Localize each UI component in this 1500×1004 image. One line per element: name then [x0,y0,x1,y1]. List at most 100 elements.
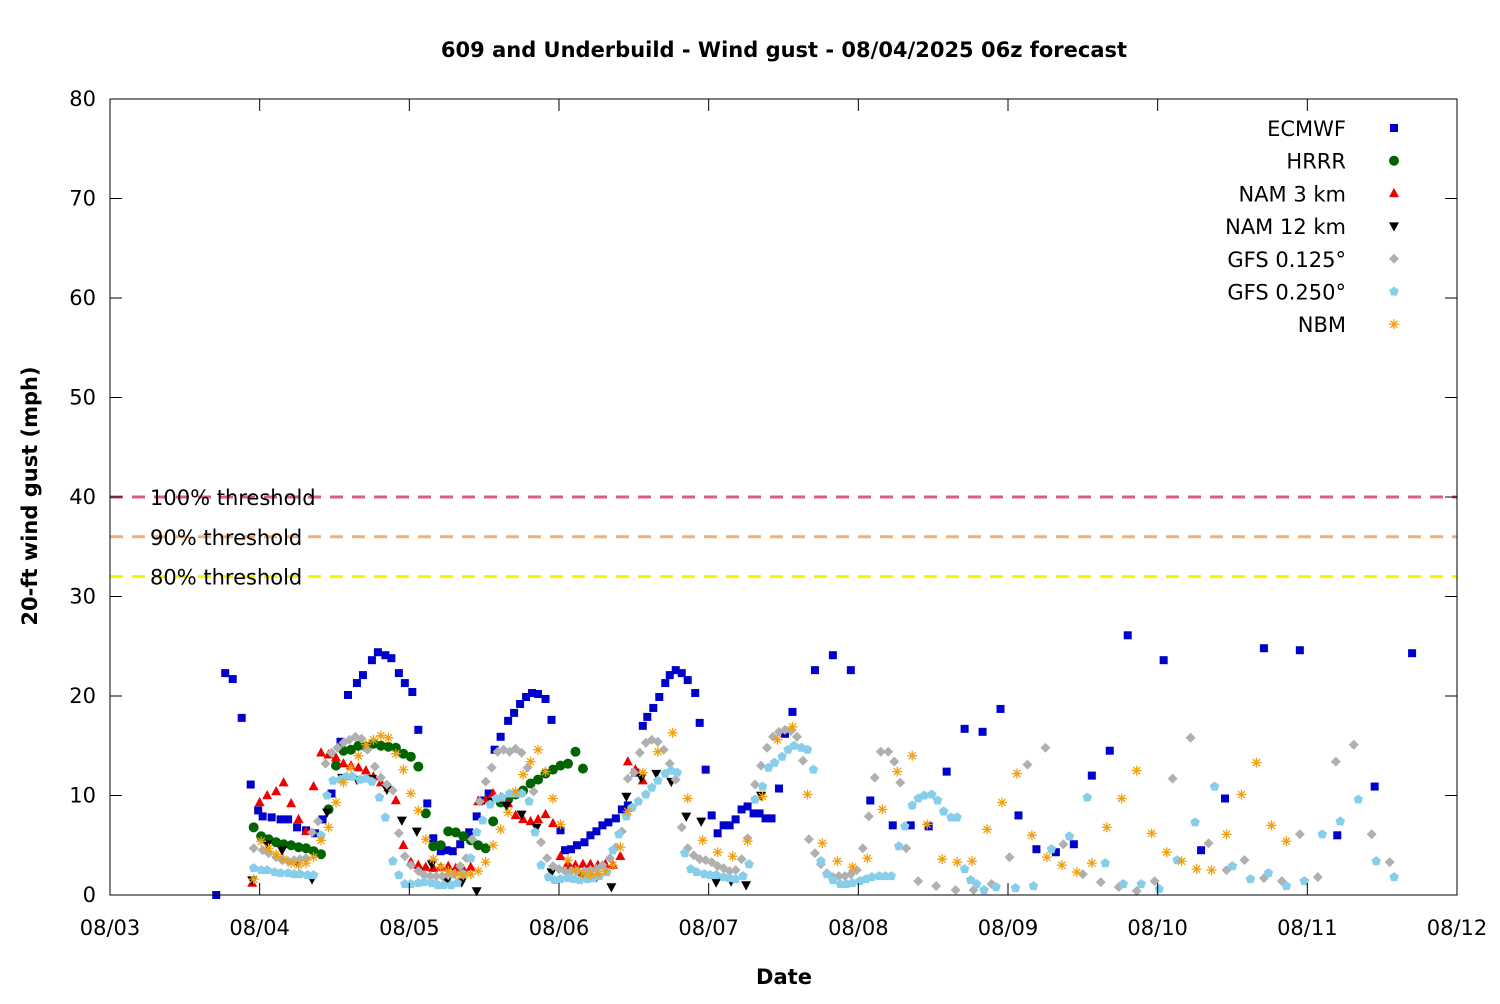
data-point [1206,865,1217,876]
data-point [488,816,499,827]
data-point [727,851,738,862]
data-point [847,878,858,888]
data-point [484,789,493,798]
data-point [877,804,888,815]
data-point [889,756,900,767]
data-point [1136,879,1146,889]
data-point [1348,739,1359,750]
data-point [408,688,417,697]
data-point [1101,822,1112,833]
data-point [570,859,581,869]
data-point [524,796,534,806]
data-point [869,772,880,783]
data-point [875,746,886,757]
data-point [387,785,398,796]
data-point [562,855,573,866]
legend-label: GFS 0.250° [1227,281,1346,305]
data-point [664,758,675,769]
y-tick-label: 0 [83,883,96,907]
data-point [743,802,752,811]
data-point [653,775,663,785]
data-point [413,859,424,869]
data-point [901,843,912,854]
data-point [608,845,618,855]
y-tick-label: 80 [69,87,96,111]
data-point [262,865,272,875]
data-point [967,856,978,867]
data-point [480,776,491,787]
data-point [932,795,943,805]
data-point [458,870,469,881]
data-point [614,829,624,839]
data-point [670,774,681,785]
data-point [548,793,559,804]
legend-marker [1389,187,1399,198]
data-point [504,716,513,725]
data-point [1154,884,1164,894]
data-point [388,856,398,866]
data-point [769,757,780,767]
data-point [971,879,982,889]
data-point [332,742,343,753]
data-point [577,869,588,880]
data-point [816,856,826,866]
data-point [448,847,457,856]
data-point [637,767,648,778]
data-point [411,827,422,837]
data-point [367,656,376,665]
data-point [1105,746,1114,755]
data-point [744,859,754,869]
data-point [691,689,700,698]
data-point [952,812,962,822]
data-point [308,781,319,791]
y-tick-label: 70 [69,187,96,211]
data-point [390,742,401,753]
data-point [405,751,416,762]
data-point [352,679,361,688]
series-gfs-0-125- [248,724,1395,897]
data-point [1095,877,1106,888]
data-point [383,741,394,752]
data-point [488,840,499,851]
data-point [322,790,332,800]
data-point [862,853,873,864]
data-point [419,877,430,887]
data-point [1014,811,1023,820]
data-point [286,858,297,869]
data-point [1146,828,1157,839]
data-point [707,811,716,820]
data-point [318,815,327,824]
data-point [548,817,559,828]
data-point [886,871,897,881]
data-point [345,744,356,755]
data-point [455,861,466,872]
data-point [1236,789,1247,800]
data-point [1281,881,1292,891]
data-point [367,776,377,786]
data-point [1064,831,1075,841]
data-point [465,853,476,863]
data-point [701,765,710,774]
data-point [810,666,819,675]
data-point [286,797,297,808]
data-point [534,690,543,699]
threshold-lines: 100% threshold 90% threshold 80% threshold [110,486,1457,590]
data-point [634,747,645,758]
data-point [338,758,349,768]
axes: 0 10 20 30 40 50 60 70 80 08/03 08/04 08/05 08/06 08/… [69,87,1487,940]
data-point [452,878,462,888]
data-point [555,819,566,830]
legend-marker [1389,155,1399,166]
data-point [1041,852,1052,863]
data-point [547,715,556,724]
data-point [787,721,798,732]
data-point [426,860,437,870]
data-point [959,864,970,874]
data-point [327,789,336,798]
data-point [1294,829,1305,840]
data-point [738,871,748,881]
data-point [1087,771,1096,780]
data-point [1086,858,1097,869]
data-point [248,843,259,854]
